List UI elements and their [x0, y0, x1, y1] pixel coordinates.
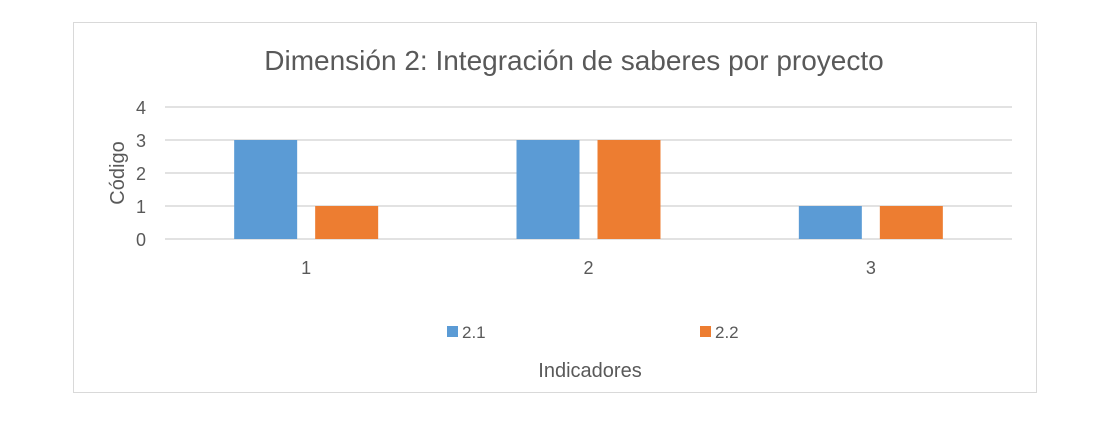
x-tick-label: 2 [583, 258, 593, 278]
legend-swatch [700, 326, 711, 337]
y-tick-label: 2 [136, 164, 146, 184]
x-tick-label: 1 [301, 258, 311, 278]
bar-2.1-2 [516, 140, 580, 239]
bar-2.2-3 [879, 206, 943, 239]
bar-2.1-1 [234, 140, 298, 239]
y-tick-label: 4 [136, 98, 146, 118]
legend-label: 2.2 [715, 323, 739, 342]
y-tick-label: 0 [136, 230, 146, 250]
y-tick-label: 3 [136, 131, 146, 151]
x-axis-title: Indicadores [538, 360, 641, 382]
legend-swatch [447, 326, 458, 337]
chart-title: Dimensión 2: Integración de saberes por … [264, 45, 883, 76]
legend-label: 2.1 [462, 323, 486, 342]
bar-2.2-1 [315, 206, 379, 239]
y-tick-label: 1 [136, 197, 146, 217]
bar-2.2-2 [597, 140, 661, 239]
bar-2.1-3 [798, 206, 862, 239]
x-tick-label: 3 [866, 258, 876, 278]
y-axis-title: Código [107, 141, 129, 204]
